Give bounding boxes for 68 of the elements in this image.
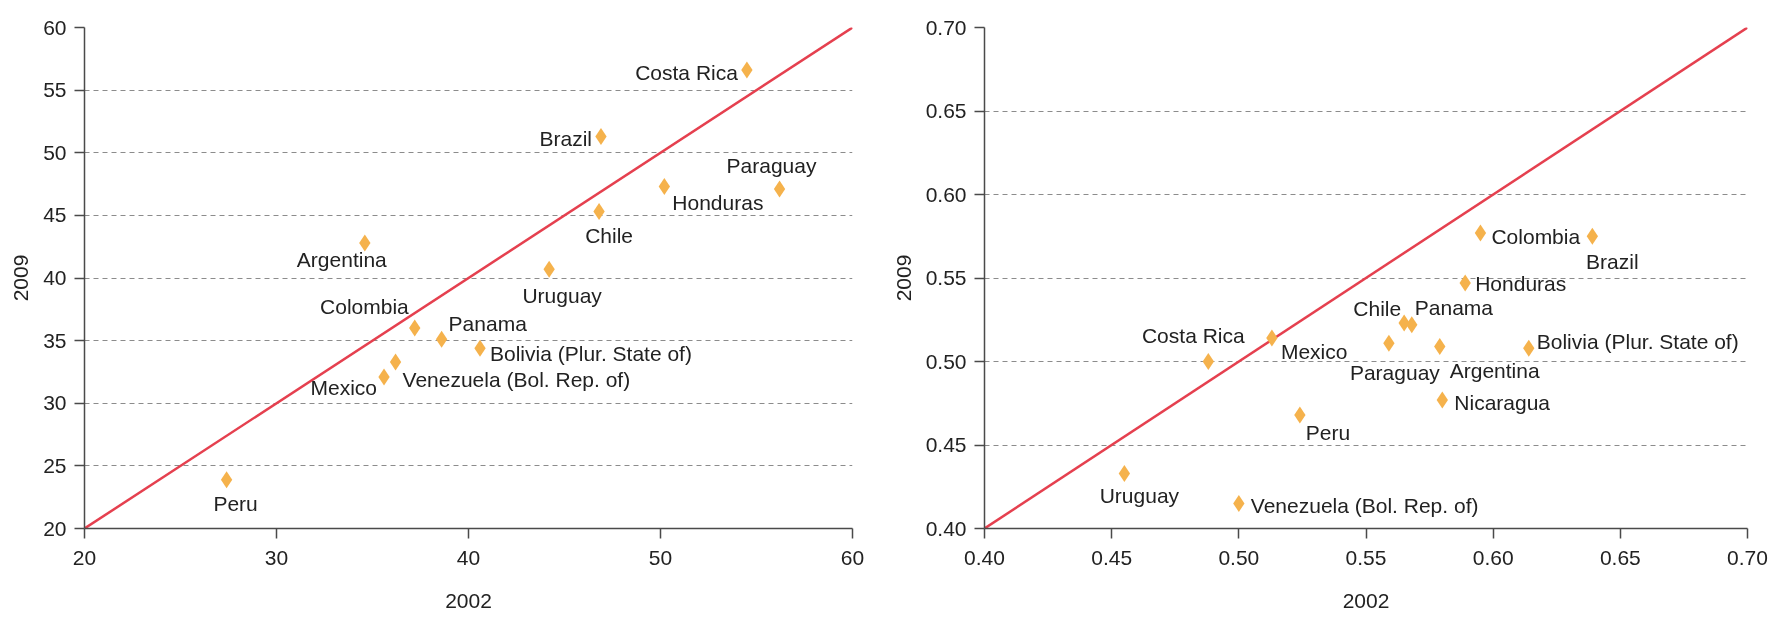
y-tick-label: 20 (43, 516, 67, 540)
x-tick-label: 40 (456, 545, 481, 569)
y-tick-label: 0.50 (925, 349, 967, 373)
data-label: Uruguay (1099, 483, 1180, 507)
data-label: Venezuela (Bol. Rep. of) (1250, 493, 1479, 517)
data-label: Brazil (539, 126, 592, 150)
data-label: Honduras (1475, 271, 1567, 295)
y-tick-label: 0.65 (925, 99, 967, 122)
x-tick-label: 0.40 (964, 545, 1005, 569)
x-tick-label: 30 (264, 545, 289, 569)
data-label: Colombia (1491, 225, 1581, 249)
y-tick-label: 35 (43, 328, 67, 352)
y-tick-label: 30 (43, 391, 67, 415)
y-axis-title: 2009 (891, 254, 915, 302)
y-tick-label: 0.45 (925, 433, 967, 456)
data-label: Bolivia (Plur. State of) (490, 341, 692, 365)
y-tick-label: 0.40 (925, 516, 967, 540)
data-label: Venezuela (Bol. Rep. of) (402, 368, 631, 392)
point (658, 178, 671, 196)
x-axis-title: 2002 (1342, 588, 1390, 612)
y-tick-label: 60 (43, 15, 67, 39)
y-tick-label: 45 (43, 203, 67, 227)
data-label: Argentina (1449, 358, 1540, 382)
data-label: Nicaragua (1454, 391, 1551, 415)
data-label: Chile (1353, 296, 1402, 320)
y-tick-label: 55 (43, 78, 67, 102)
point (389, 353, 402, 371)
x-tick-label: 50 (648, 545, 673, 569)
point (1202, 353, 1214, 370)
data-label: Paraguay (726, 153, 817, 177)
data-label: Bolivia (Plur. State of) (1536, 329, 1739, 353)
data-label: Costa Rica (1141, 324, 1245, 347)
data-label: Mexico (1280, 339, 1348, 363)
data-label: Argentina (296, 248, 388, 272)
x-tick-label: 0.65 (1599, 545, 1641, 569)
data-label: Peru (213, 492, 258, 516)
data-label: Brazil (1586, 249, 1639, 273)
y-tick-label: 0.60 (925, 182, 967, 206)
x-tick-label: 60 (840, 545, 865, 569)
data-label: Peru (1305, 421, 1351, 445)
data-label: Mexico (310, 376, 378, 400)
point (1118, 464, 1131, 482)
point (773, 180, 786, 198)
x-axis-title: 2002 (445, 588, 492, 612)
point (1586, 227, 1599, 245)
point (1474, 224, 1487, 242)
data-label: Paraguay (1349, 360, 1441, 384)
x-tick-label: 0.45 (1091, 545, 1133, 569)
point (220, 471, 233, 489)
data-label: Panama (448, 311, 528, 335)
y-tick-label: 50 (43, 140, 67, 164)
y-tick-label: 25 (43, 453, 67, 477)
y-tick-label: 40 (43, 266, 67, 289)
data-label: Uruguay (522, 283, 603, 307)
data-label: Chile (585, 224, 633, 248)
data-label: Panama (1414, 296, 1494, 320)
y-tick-label: 0.70 (925, 15, 967, 39)
point (435, 330, 448, 348)
data-label: Colombia (320, 294, 410, 318)
x-tick-label: 0.60 (1472, 545, 1514, 569)
x-tick-label: 0.55 (1345, 545, 1387, 569)
y-tick-label: 0.55 (925, 266, 967, 289)
x-tick-label: 20 (72, 545, 97, 569)
x-tick-label: 0.50 (1218, 545, 1260, 569)
data-label: Honduras (672, 191, 764, 215)
data-label: Costa Rica (635, 60, 739, 84)
y-axis-title: 2009 (9, 254, 33, 302)
x-tick-label: 0.70 (1727, 545, 1768, 569)
